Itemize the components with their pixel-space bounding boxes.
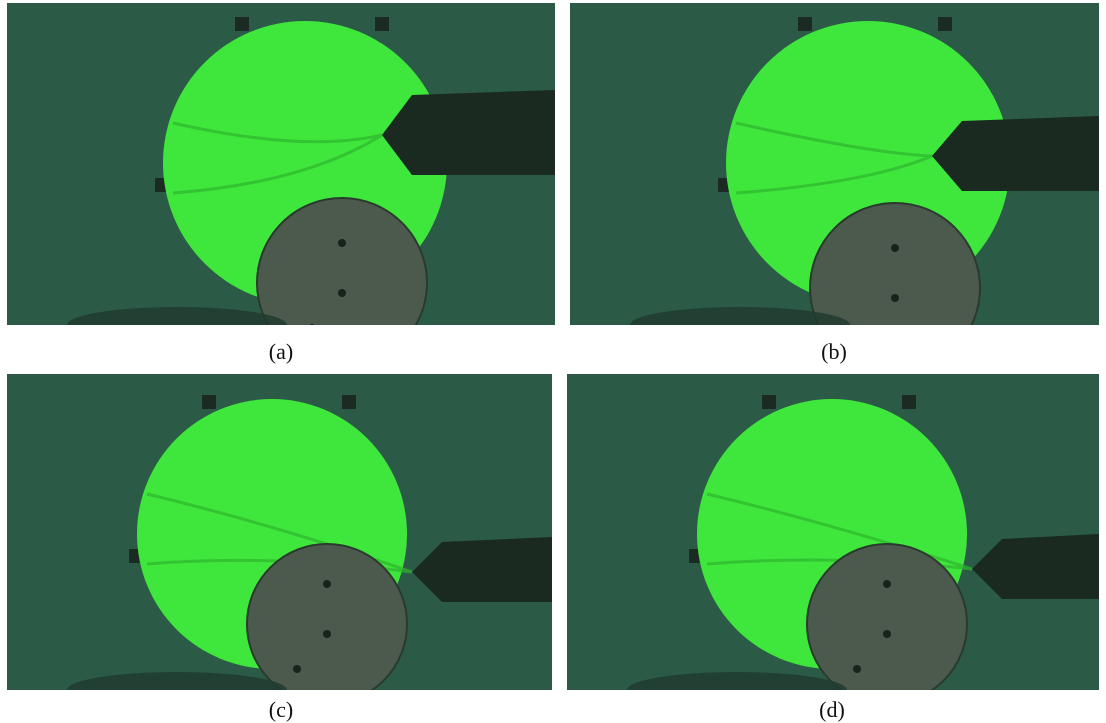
probe-arm — [382, 90, 555, 175]
disc-hole — [293, 665, 301, 673]
photo-panel — [567, 374, 1099, 690]
photo-panel — [570, 3, 1099, 325]
tab — [762, 395, 776, 409]
base-disc — [807, 544, 967, 690]
photo — [7, 3, 555, 325]
disc-hole — [891, 294, 899, 302]
probe-arm — [932, 116, 1099, 191]
disc-hole — [891, 244, 899, 252]
panel-caption: (d) — [772, 697, 892, 723]
disc-hole — [853, 665, 861, 673]
photo-panel — [7, 3, 555, 325]
disc-hole — [883, 630, 891, 638]
disc-hole — [338, 239, 346, 247]
disc-hole — [883, 580, 891, 588]
tab — [798, 17, 812, 31]
disc-hole — [323, 580, 331, 588]
photo — [567, 374, 1099, 690]
disc-hole — [338, 289, 346, 297]
photo — [7, 374, 552, 690]
panel-caption: (c) — [221, 697, 341, 723]
base-disc — [247, 544, 407, 690]
tab — [342, 395, 356, 409]
panel-caption: (b) — [774, 339, 894, 365]
tab — [375, 17, 389, 31]
panel-caption: (a) — [221, 339, 341, 365]
figure: (a) (b) (c) (d) (() => { const data = JS… — [0, 0, 1106, 720]
tab — [902, 395, 916, 409]
disc-hole — [323, 630, 331, 638]
photo — [570, 3, 1099, 325]
tab — [938, 17, 952, 31]
tab — [202, 395, 216, 409]
tab — [235, 17, 249, 31]
photo-panel — [7, 374, 552, 690]
